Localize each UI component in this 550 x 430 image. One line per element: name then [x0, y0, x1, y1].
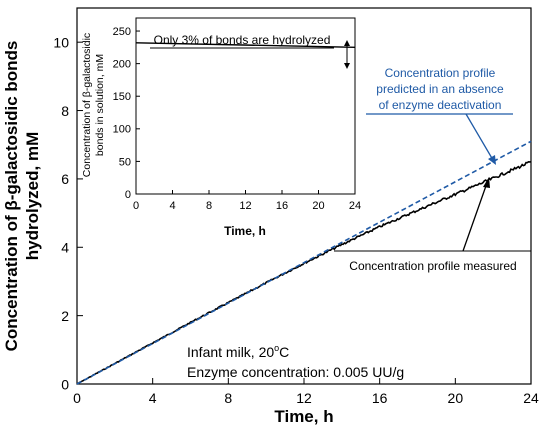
inset-y-tick-label: 150 — [113, 91, 131, 103]
predicted-leader-arrowhead — [488, 155, 496, 165]
predicted-leader-line — [465, 113, 494, 161]
inset-x-tick-label: 0 — [133, 200, 139, 212]
main-y-tick-label: 4 — [61, 240, 69, 256]
inset-x-tick-label: 8 — [206, 200, 212, 212]
inset-double-arrow — [344, 40, 350, 69]
main-x-tick-label: 12 — [296, 390, 312, 406]
inset-y-axis-title: Concentration of β-galactosidic bonds in… — [81, 33, 106, 177]
main-y-tick-label: 10 — [53, 34, 69, 50]
inset-y-tick-label: 100 — [113, 124, 131, 136]
main-x-tick-label: 16 — [372, 390, 388, 406]
inset-annotation: Only 3% of bonds are hydrolyzed — [154, 33, 331, 47]
main-y-ticks: 0 2 4 6 8 10 — [53, 34, 83, 392]
predicted-label-line1: Concentration profile — [385, 66, 496, 80]
inset-x-tick-label: 24 — [349, 200, 361, 212]
conditions-line1-text: Infant milk, 20 — [187, 344, 274, 360]
main-y-tick-label: 2 — [61, 308, 69, 324]
measured-leader-arrowhead — [483, 177, 490, 188]
main-x-tick-label: 8 — [224, 390, 232, 406]
inset-measured-series-line — [135, 42, 356, 48]
inset-x-tick-label: 16 — [276, 200, 288, 212]
main-y-tick-label: 0 — [61, 376, 69, 392]
main-predicted-series-line — [76, 140, 532, 385]
main-y-axis-title: Concentration of β-galactosidic bonds hy… — [2, 41, 42, 352]
main-x-axis-title: Time, h — [274, 407, 333, 426]
inset-y-axis-title-line2: bonds in solution, mM — [94, 54, 106, 156]
inset-series-group — [135, 42, 356, 48]
inset-x-ticks: 0 4 8 12 16 20 24 — [133, 190, 361, 212]
main-x-tick-label: 20 — [448, 390, 464, 406]
inset-x-tick-label: 12 — [239, 200, 251, 212]
inset-double-arrow-down-head — [344, 63, 350, 69]
inset-x-tick-label: 4 — [169, 200, 175, 212]
predicted-label-line2: predicted in an absence — [376, 82, 504, 96]
main-y-axis-title-line2: hydrolyzed, mM — [23, 132, 42, 260]
inset-x-axis-title: Time, h — [224, 224, 266, 238]
conditions-line2: Enzyme concentration: 0.005 UU/g — [187, 364, 404, 380]
main-x-ticks: 0 4 8 12 16 20 24 — [73, 378, 539, 406]
inset-y-ticks: 0 50 100 150 200 250 — [113, 26, 140, 201]
inset-x-tick-label: 20 — [312, 200, 324, 212]
measured-leader-line — [462, 182, 488, 252]
main-y-tick-label: 8 — [61, 103, 69, 119]
main-x-tick-label: 24 — [523, 390, 539, 406]
inset-y-tick-label: 250 — [113, 26, 131, 38]
inset-double-arrow-up-head — [344, 40, 350, 46]
measured-annotation: Concentration profile measured — [334, 177, 531, 273]
predicted-label-line3: of enzyme deactivation — [379, 98, 502, 112]
conditions-degree-sup: o — [274, 343, 279, 353]
main-x-tick-label: 0 — [73, 390, 81, 406]
main-x-tick-label: 4 — [149, 390, 157, 406]
inset-y-tick-label: 50 — [119, 156, 131, 168]
inset-y-tick-label: 200 — [113, 58, 131, 70]
main-series-group — [76, 140, 532, 385]
conditions-unit: C — [279, 344, 289, 360]
inset-y-tick-label: 0 — [125, 189, 131, 201]
measured-label: Concentration profile measured — [349, 259, 516, 273]
main-y-tick-label: 6 — [61, 171, 69, 187]
predicted-annotation: Concentration profile predicted in an ab… — [366, 66, 513, 165]
conditions-line1: Infant milk, 20oC — [187, 343, 289, 360]
inset-y-axis-title-line1: Concentration of β-galactosidic — [81, 33, 93, 177]
main-y-axis-title-line1: Concentration of β-galactosidic bonds — [2, 41, 21, 352]
